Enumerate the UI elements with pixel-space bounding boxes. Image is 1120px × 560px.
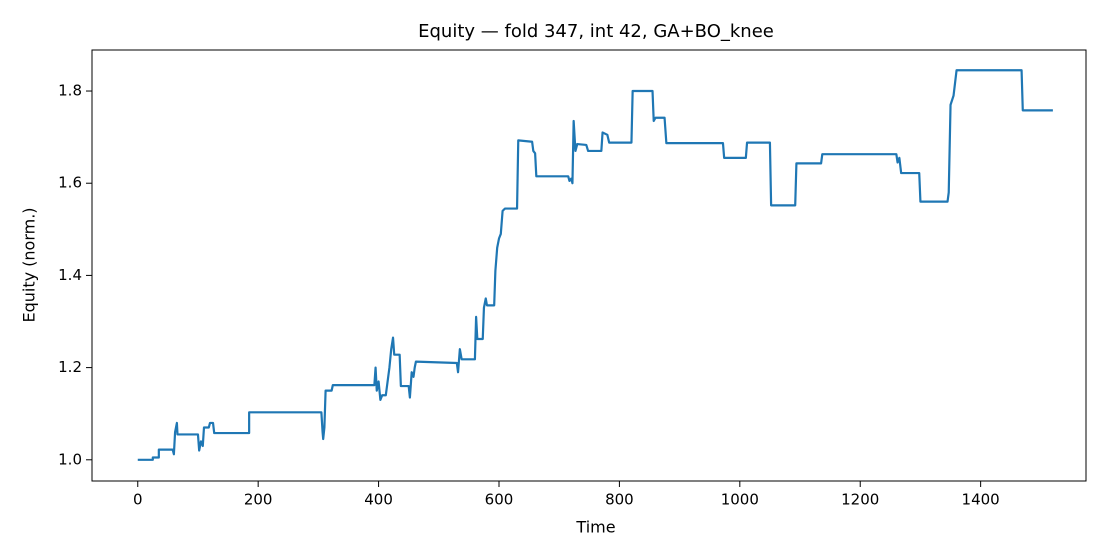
x-tick-label: 400: [364, 491, 393, 509]
chart-title: Equity — fold 347, int 42, GA+BO_knee: [418, 21, 774, 42]
x-tick-label: 1000: [721, 491, 759, 509]
plot-frame: [91, 49, 1087, 482]
y-tick-label: 1.8: [58, 82, 82, 100]
y-tick-label: 1.0: [58, 450, 82, 468]
x-axis-label: Time: [575, 518, 615, 537]
equity-line: [137, 69, 1053, 461]
x-tick-label: 1400: [962, 491, 1000, 509]
x-tick-label: 800: [605, 491, 634, 509]
y-tick-label: 1.4: [58, 266, 82, 284]
x-tick-label: 0: [133, 491, 143, 509]
y-axis-label: Equity (norm.): [20, 207, 39, 322]
x-tick-label: 1200: [841, 491, 879, 509]
y-tick-label: 1.2: [58, 358, 82, 376]
x-tick-label: 600: [485, 491, 514, 509]
x-tick-label: 200: [244, 491, 273, 509]
y-tick-label: 1.6: [58, 174, 82, 192]
